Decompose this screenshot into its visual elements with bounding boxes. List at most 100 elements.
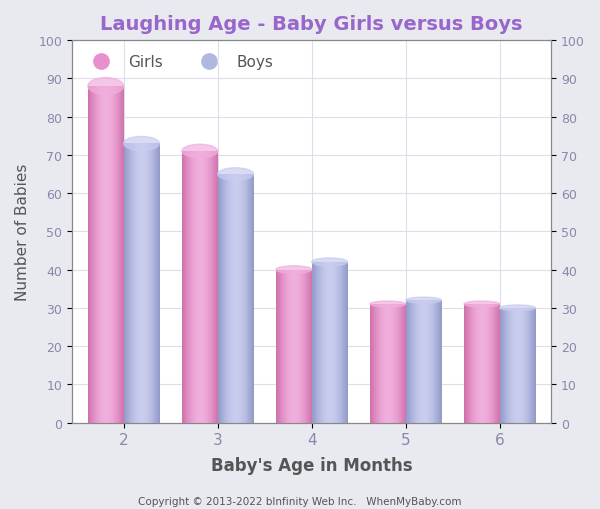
Bar (134, 144, 135, 422)
Bar (406, 301, 407, 422)
Bar (479, 304, 481, 422)
Bar (138, 144, 139, 422)
Bar (113, 87, 114, 422)
Bar (490, 304, 491, 422)
Bar (299, 270, 301, 422)
Bar (276, 270, 277, 422)
Bar (302, 270, 303, 422)
Bar (121, 87, 122, 422)
Y-axis label: Number of Babies: Number of Babies (15, 163, 30, 300)
Bar (440, 301, 441, 422)
Bar (193, 152, 194, 422)
Bar (524, 308, 525, 422)
Bar (109, 87, 110, 422)
Bar (322, 263, 323, 422)
Bar (91, 87, 92, 422)
Bar (518, 308, 519, 422)
Bar (436, 301, 437, 422)
Bar (464, 304, 466, 422)
Bar (182, 152, 184, 422)
Bar (108, 87, 109, 422)
Bar (520, 308, 521, 422)
Bar (388, 304, 389, 422)
Bar (330, 263, 331, 422)
Bar (499, 304, 500, 422)
Bar (466, 304, 467, 422)
Bar (340, 263, 341, 422)
Bar (101, 87, 103, 422)
Bar (472, 304, 473, 422)
Ellipse shape (311, 259, 347, 266)
Bar (311, 263, 313, 422)
Bar (130, 144, 131, 422)
Bar (208, 152, 209, 422)
Bar (385, 304, 386, 422)
Bar (437, 301, 438, 422)
Legend: Girls, Boys: Girls, Boys (80, 49, 280, 76)
Bar (245, 175, 247, 422)
Bar (186, 152, 187, 422)
Bar (376, 304, 377, 422)
Bar (102, 87, 103, 422)
Bar (323, 263, 324, 422)
Bar (344, 263, 346, 422)
Bar (117, 87, 118, 422)
Bar (281, 270, 283, 422)
Bar (93, 87, 94, 422)
Bar (341, 263, 343, 422)
Text: Copyright © 2013-2022 bInfinity Web Inc.   WhenMyBaby.com: Copyright © 2013-2022 bInfinity Web Inc.… (138, 496, 462, 506)
Bar (229, 175, 230, 422)
Bar (212, 152, 214, 422)
Bar (142, 144, 143, 422)
Bar (496, 304, 497, 422)
Bar (227, 175, 228, 422)
Bar (503, 308, 504, 422)
Bar (223, 175, 224, 422)
Bar (280, 270, 281, 422)
Bar (158, 144, 160, 422)
Bar (491, 304, 492, 422)
Bar (471, 304, 472, 422)
Bar (525, 308, 526, 422)
Bar (136, 144, 137, 422)
Bar (514, 308, 515, 422)
Bar (311, 270, 312, 422)
Bar (386, 304, 387, 422)
Bar (292, 270, 293, 422)
Bar (296, 270, 298, 422)
Bar (151, 144, 152, 422)
Bar (331, 263, 332, 422)
Bar (234, 175, 235, 422)
Bar (293, 270, 294, 422)
Bar (527, 308, 529, 422)
Bar (128, 144, 129, 422)
Bar (119, 87, 120, 422)
Bar (345, 263, 346, 422)
X-axis label: Baby's Age in Months: Baby's Age in Months (211, 456, 412, 474)
Bar (115, 87, 116, 422)
Bar (394, 304, 395, 422)
Bar (440, 301, 442, 422)
Bar (105, 87, 106, 422)
Bar (305, 270, 306, 422)
Bar (154, 144, 155, 422)
Bar (464, 304, 465, 422)
Bar (531, 308, 532, 422)
Bar (409, 301, 410, 422)
Bar (338, 263, 339, 422)
Bar (237, 175, 238, 422)
Bar (477, 304, 478, 422)
Bar (410, 301, 411, 422)
Bar (435, 301, 436, 422)
Bar (98, 87, 100, 422)
Bar (122, 87, 123, 422)
Bar (157, 144, 158, 422)
Bar (239, 175, 240, 422)
Bar (103, 87, 104, 422)
Bar (281, 270, 282, 422)
Bar (516, 308, 517, 422)
Bar (395, 304, 397, 422)
Bar (182, 152, 183, 422)
Bar (526, 308, 527, 422)
Bar (436, 301, 437, 422)
